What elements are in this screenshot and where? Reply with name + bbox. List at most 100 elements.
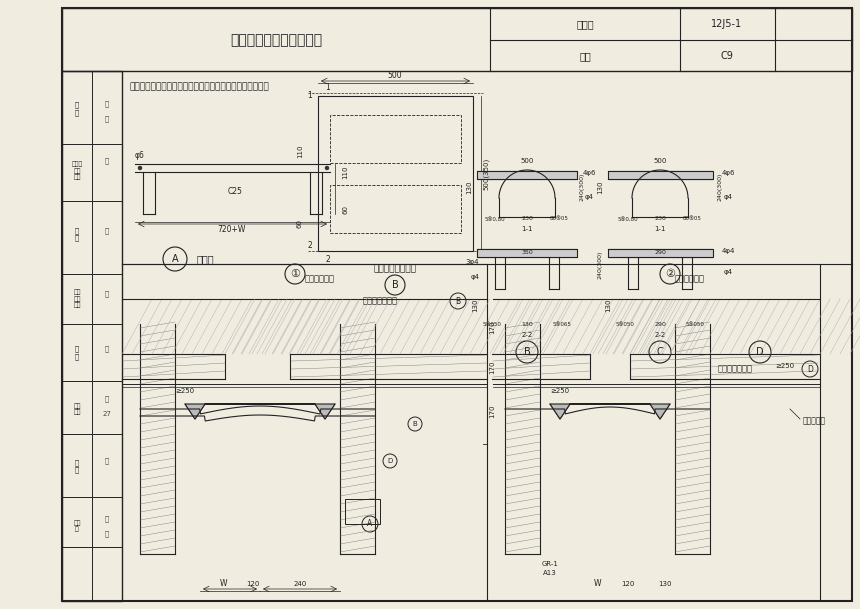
Text: 4φ6: 4φ6 xyxy=(582,170,596,176)
Polygon shape xyxy=(550,404,670,419)
Text: B: B xyxy=(391,280,398,290)
Text: ②: ② xyxy=(665,269,675,279)
Bar xyxy=(318,96,473,251)
Polygon shape xyxy=(185,404,335,419)
Text: 1-1: 1-1 xyxy=(521,226,532,232)
Text: 5⑤0,80: 5⑤0,80 xyxy=(617,217,638,222)
Text: 720+W: 720+W xyxy=(218,225,246,233)
Text: 石水
柱: 石水 柱 xyxy=(73,520,81,532)
Text: 制图
总工: 制图 总工 xyxy=(73,403,81,415)
Bar xyxy=(330,115,461,163)
Text: 统调
协规
划推: 统调 协规 划推 xyxy=(73,290,81,308)
Text: 5⑤0,80: 5⑤0,80 xyxy=(485,217,506,222)
Text: 240: 240 xyxy=(293,581,307,587)
Text: A: A xyxy=(172,254,178,264)
Bar xyxy=(62,71,122,601)
Text: 5⑤050: 5⑤050 xyxy=(616,323,635,328)
Text: 230: 230 xyxy=(521,217,533,222)
Bar xyxy=(608,171,713,179)
Text: 检: 检 xyxy=(105,346,109,352)
Text: B: B xyxy=(413,421,417,427)
Text: 5⑤065: 5⑤065 xyxy=(553,323,571,328)
Circle shape xyxy=(325,166,329,170)
Text: 500: 500 xyxy=(520,158,534,164)
Text: 1: 1 xyxy=(326,83,330,93)
Text: 170: 170 xyxy=(489,361,495,374)
Text: 3φ4: 3φ4 xyxy=(465,259,479,265)
Text: D: D xyxy=(756,347,764,357)
Text: 12J5-1: 12J5-1 xyxy=(711,19,742,29)
Text: 240(300): 240(300) xyxy=(580,173,585,201)
Text: φ4: φ4 xyxy=(723,269,733,275)
Text: φ4: φ4 xyxy=(470,274,480,280)
Text: ≥250: ≥250 xyxy=(175,388,194,394)
Text: 120: 120 xyxy=(621,581,635,587)
Text: 1: 1 xyxy=(308,91,312,100)
Text: 170: 170 xyxy=(489,320,495,334)
Text: 500(350): 500(350) xyxy=(482,158,489,190)
Text: 120: 120 xyxy=(246,581,260,587)
Text: 80⑤05: 80⑤05 xyxy=(550,217,568,222)
Text: 走道架空板俯视图: 走道架空板俯视图 xyxy=(373,264,416,273)
Text: ①: ① xyxy=(290,269,300,279)
Text: 110: 110 xyxy=(297,144,303,158)
Text: 60: 60 xyxy=(297,219,303,228)
Text: 2: 2 xyxy=(308,242,312,250)
Text: 5⑤050: 5⑤050 xyxy=(685,323,704,328)
Text: D: D xyxy=(387,458,393,464)
Text: 130: 130 xyxy=(472,298,478,312)
Text: 5⑤050: 5⑤050 xyxy=(482,323,501,328)
Text: A13: A13 xyxy=(544,570,557,576)
Text: 240(300): 240(300) xyxy=(717,173,722,201)
Text: 乙: 乙 xyxy=(105,396,109,403)
Text: 130: 130 xyxy=(658,581,672,587)
Text: 附加防水层: 附加防水层 xyxy=(803,417,826,426)
Text: C: C xyxy=(657,347,663,357)
Text: 核
稿: 核 稿 xyxy=(75,459,79,473)
Bar xyxy=(477,249,577,257)
Text: 2-2: 2-2 xyxy=(654,332,666,338)
Text: 稿: 稿 xyxy=(105,458,109,464)
Text: 170: 170 xyxy=(489,404,495,418)
Text: 2: 2 xyxy=(326,255,330,264)
Text: 350: 350 xyxy=(521,250,533,255)
Bar xyxy=(345,499,380,524)
Text: GR-1: GR-1 xyxy=(542,561,558,567)
Text: 万: 万 xyxy=(105,530,109,537)
Text: ≥250: ≥250 xyxy=(550,388,569,394)
Text: 不燃保温材料: 不燃保温材料 xyxy=(675,275,705,284)
Bar xyxy=(608,249,713,257)
Text: 协: 协 xyxy=(105,290,109,297)
Text: 500: 500 xyxy=(388,71,402,80)
Text: 主: 主 xyxy=(105,228,109,234)
Text: W: W xyxy=(594,580,602,588)
Text: 图
鉴: 图 鉴 xyxy=(75,102,79,116)
Text: 主
审: 主 审 xyxy=(75,227,79,241)
Text: 500: 500 xyxy=(654,158,666,164)
Text: 括号内数字用于: 括号内数字用于 xyxy=(717,365,752,373)
Text: 130: 130 xyxy=(605,298,611,312)
Text: 图集号: 图集号 xyxy=(576,19,593,29)
Text: W: W xyxy=(220,580,228,588)
Text: 110: 110 xyxy=(342,165,348,179)
Bar xyxy=(477,171,577,179)
Text: 4φ4: 4φ4 xyxy=(722,248,734,254)
Text: 130: 130 xyxy=(466,180,472,194)
Text: B: B xyxy=(456,297,461,306)
Text: 鉴: 鉴 xyxy=(105,116,109,122)
Text: 130: 130 xyxy=(597,180,603,194)
Text: 审: 审 xyxy=(105,158,109,164)
Text: 注：不燃保温材料填缝深度按当地节能保温规范要求设置。: 注：不燃保温材料填缝深度按当地节能保温规范要求设置。 xyxy=(130,82,270,91)
Text: φ6: φ6 xyxy=(135,152,145,161)
Text: 不燃保温材料: 不燃保温材料 xyxy=(305,275,335,284)
Text: 配筋图: 配筋图 xyxy=(196,254,214,264)
Text: 290: 290 xyxy=(654,250,666,255)
Text: 290: 290 xyxy=(654,323,666,328)
Text: 130: 130 xyxy=(521,323,533,328)
Text: B: B xyxy=(524,347,531,357)
Bar xyxy=(330,185,461,233)
Text: D: D xyxy=(807,365,813,373)
Text: ≥250: ≥250 xyxy=(775,363,794,369)
Text: 2-2: 2-2 xyxy=(521,332,532,338)
Text: 页次: 页次 xyxy=(579,51,591,61)
